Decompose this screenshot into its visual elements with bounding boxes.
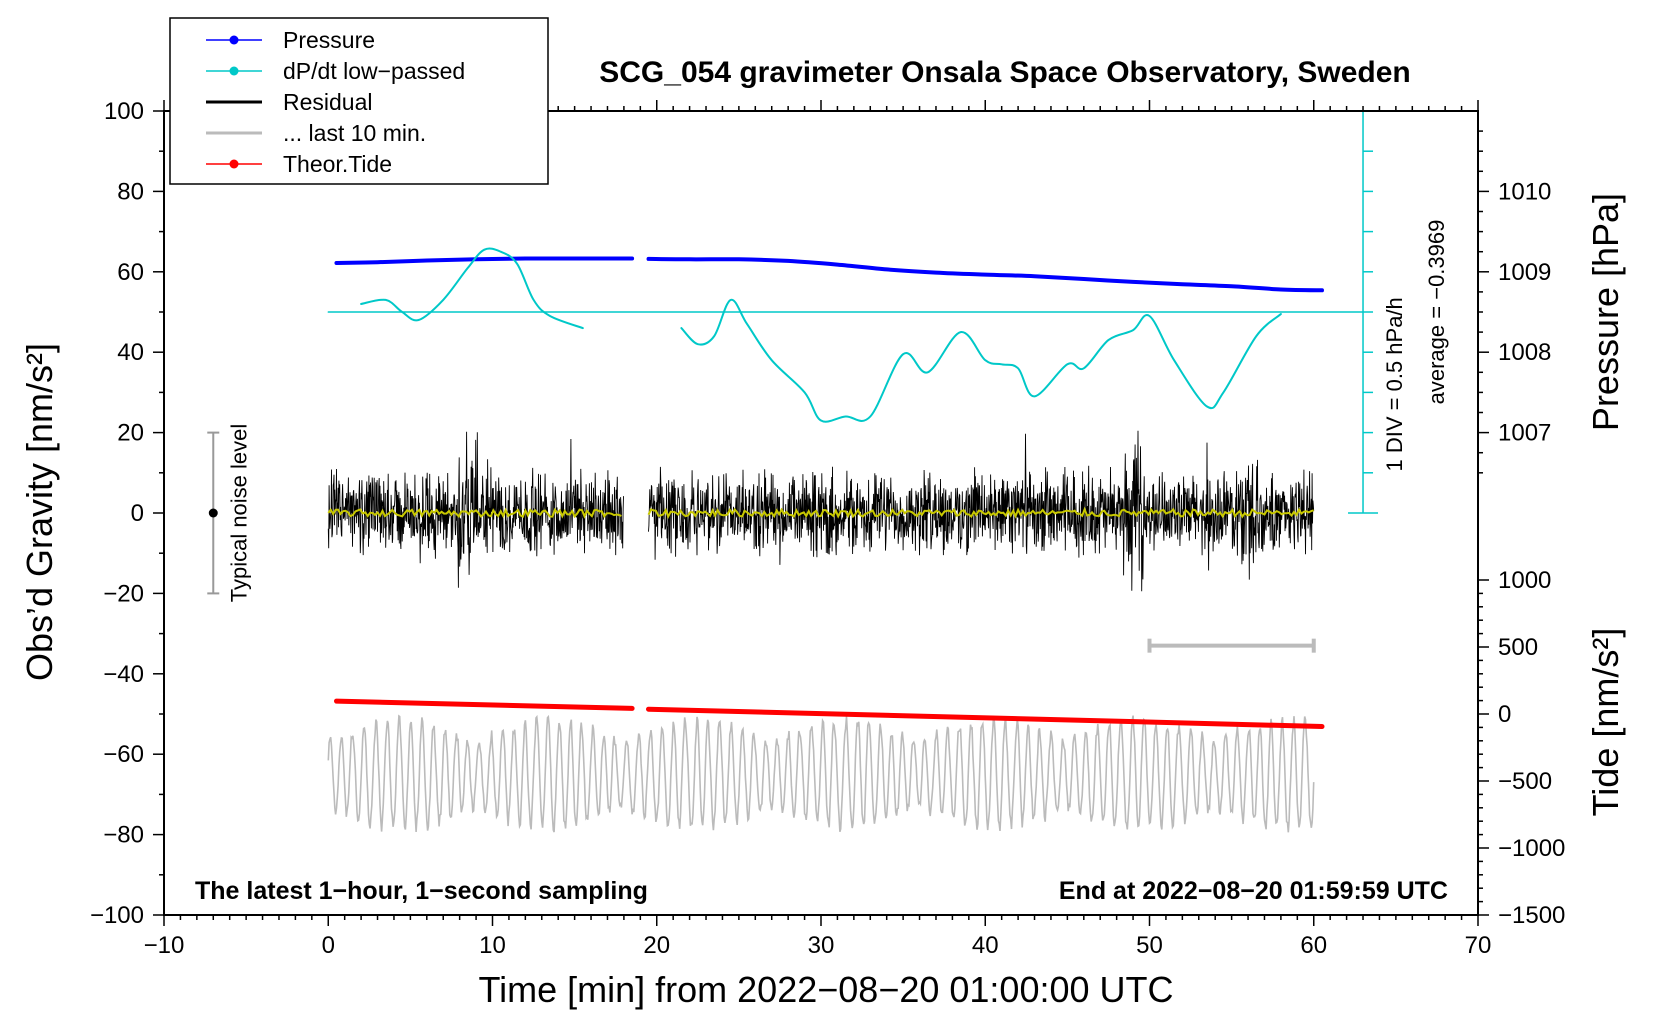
- x-tick-label: 50: [1136, 932, 1163, 959]
- y-tick-label: −40: [103, 661, 144, 688]
- pressure-tick-label: 1007: [1498, 420, 1551, 447]
- legend-label: Pressure: [283, 27, 375, 53]
- y-tick-label: 60: [117, 259, 144, 286]
- x-tick-label: 60: [1300, 932, 1327, 959]
- tide-tick-label: −1000: [1498, 835, 1565, 862]
- legend-label: dP/dt low−passed: [283, 58, 465, 84]
- tide-line: [646, 706, 1325, 729]
- chart-title: SCG_054 gravimeter Onsala Space Observat…: [599, 56, 1411, 89]
- residual-smoothed-line: [647, 506, 1314, 519]
- legend-marker: [229, 35, 239, 45]
- axis-ticks: −10 0 10 20 30 40 50 60 70100806040200−20−40−60−…: [90, 98, 1565, 959]
- x-tick-label: 30: [808, 932, 835, 959]
- legend-entry-theor-tide: Theor.Tide: [206, 151, 392, 177]
- legend-label: ... last 10 min.: [283, 120, 426, 146]
- y-tick-label: 40: [117, 339, 144, 366]
- dpdt-average-label: average = −0.3969: [1424, 220, 1449, 405]
- y-tick-label: 0: [131, 500, 144, 527]
- tide-tick-label: 500: [1498, 634, 1538, 661]
- pressure-tick-label: 1009: [1498, 259, 1551, 286]
- x-tick-label: 20: [643, 932, 670, 959]
- y-tick-label: 80: [117, 178, 144, 205]
- legend-label: Residual: [283, 89, 373, 115]
- tide-tick-label: −500: [1498, 768, 1552, 795]
- y-tick-label: −20: [103, 580, 144, 607]
- residual-line: [327, 431, 624, 588]
- legend-entry-residual: Residual: [206, 89, 373, 115]
- annotation-end-time: End at 2022−08−20 01:59:59 UTC: [1059, 877, 1448, 905]
- legend-entry-pressure: Pressure: [206, 27, 375, 53]
- annotation-sampling: The latest 1−hour, 1−second sampling: [195, 877, 648, 905]
- pressure-tick-label: 1008: [1498, 339, 1551, 366]
- y-axis-label-pressure: Pressure [hPa]: [1585, 193, 1626, 431]
- tide-tick-label: 0: [1498, 701, 1511, 728]
- legend-entry-dp-dt-low-passed: dP/dt low−passed: [206, 58, 465, 84]
- dpdt-line: [360, 247, 584, 330]
- tide-tick-label: 1000: [1498, 567, 1551, 594]
- y-tick-label: −100: [90, 902, 144, 929]
- y-tick-label: 100: [104, 98, 144, 125]
- y-axis-label-tide: Tide [nm/s²]: [1585, 628, 1626, 817]
- residual-smoothed-line: [327, 507, 622, 519]
- pressure-line: [646, 256, 1324, 293]
- tide-line: [334, 698, 635, 711]
- legend-marker: [229, 159, 239, 169]
- legend-marker: [229, 66, 239, 76]
- plot-area: Typical noise level 1 DIV = 0.5 hPa/h aver…: [207, 110, 1449, 833]
- pressure-line: [334, 256, 635, 265]
- noise-level-label: Typical noise level: [226, 424, 251, 603]
- dpdt-line: [680, 298, 1282, 423]
- plot-frame: [163, 110, 1479, 916]
- x-tick-label: 0: [322, 932, 335, 959]
- pressure-tick-label: 1010: [1498, 178, 1551, 205]
- last-10-min-line: [327, 714, 1315, 833]
- legend-label: Theor.Tide: [283, 151, 392, 177]
- y-tick-label: 20: [117, 420, 144, 447]
- y-tick-label: −80: [103, 822, 144, 849]
- tide-tick-label: −1500: [1498, 902, 1565, 929]
- legend-entry-last-10-min: ... last 10 min.: [206, 120, 426, 146]
- x-tick-label: 70: [1465, 932, 1492, 959]
- y-axis-label-left: Obs’d Gravity [nm/s²]: [19, 343, 60, 681]
- dpdt-scale-label: 1 DIV = 0.5 hPa/h: [1382, 297, 1407, 471]
- legend: Pressure dP/dt low−passed Residual ... last…: [169, 17, 549, 185]
- y-tick-label: −60: [103, 741, 144, 768]
- x-tick-label: 10: [479, 932, 506, 959]
- x-axis-label: Time [min] from 2022−08−20 01:00:00 UTC: [478, 969, 1173, 1010]
- noise-level-dot: [208, 508, 218, 518]
- x-tick-label: 40: [972, 932, 999, 959]
- residual-line: [648, 430, 1315, 592]
- x-tick-label: −10: [144, 932, 185, 959]
